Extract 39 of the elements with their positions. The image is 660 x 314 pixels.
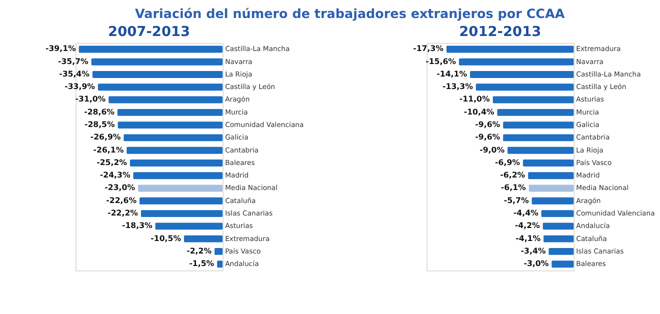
text: Variación del número de trabajadores extranjeros por CCAA: [135, 6, 565, 22]
chart-title: 2007-2013: [108, 24, 190, 40]
data-label: -22,6%: [106, 196, 137, 205]
data-label: -6,9%: [495, 158, 520, 167]
data-label: -14,1%: [436, 69, 468, 78]
data-label: -9,0%: [480, 145, 505, 154]
data-label: -26,1%: [93, 145, 124, 154]
data-label: -35,7%: [58, 56, 89, 66]
data-label: -39,1%: [45, 44, 76, 54]
data-label: -10,5%: [150, 234, 182, 243]
data-label: -6,2%: [500, 170, 526, 180]
data-label: -5,7%: [504, 196, 529, 205]
data-label: -4,1%: [516, 234, 541, 243]
data-label: -23,0%: [104, 183, 136, 192]
data-label: -17,3%: [413, 44, 444, 54]
data-label: -18,3%: [122, 221, 153, 230]
data-label: -13,3%: [442, 82, 474, 92]
data-label: -24,3%: [100, 170, 130, 180]
data-label: -31,0%: [75, 94, 106, 104]
data-label: -35,4%: [59, 69, 90, 78]
data-label: -28,5%: [84, 120, 116, 130]
data-label: -9,6%: [475, 120, 500, 130]
data-label: -15,6%: [426, 56, 456, 66]
data-label: -11,0%: [459, 94, 490, 104]
data-label: -4,2%: [514, 221, 540, 230]
data-label: -22,2%: [108, 208, 138, 218]
data-label: -25,2%: [96, 158, 128, 167]
data-label: -6,1%: [500, 183, 526, 192]
data-label: -3,4%: [520, 246, 546, 256]
data-label: -2,2%: [186, 246, 212, 256]
data-label: -9,6%: [475, 132, 500, 142]
data-label: -4,4%: [513, 208, 539, 218]
data-label: -26,9%: [90, 132, 121, 142]
data-label: -28,6%: [84, 107, 115, 116]
data-label: -3,0%: [524, 259, 549, 268]
chart-title: 2012-2013: [459, 24, 542, 40]
data-label: -10,4%: [464, 107, 494, 116]
data-label: -1,5%: [189, 259, 214, 268]
data-label: -33,9%: [64, 82, 96, 92]
